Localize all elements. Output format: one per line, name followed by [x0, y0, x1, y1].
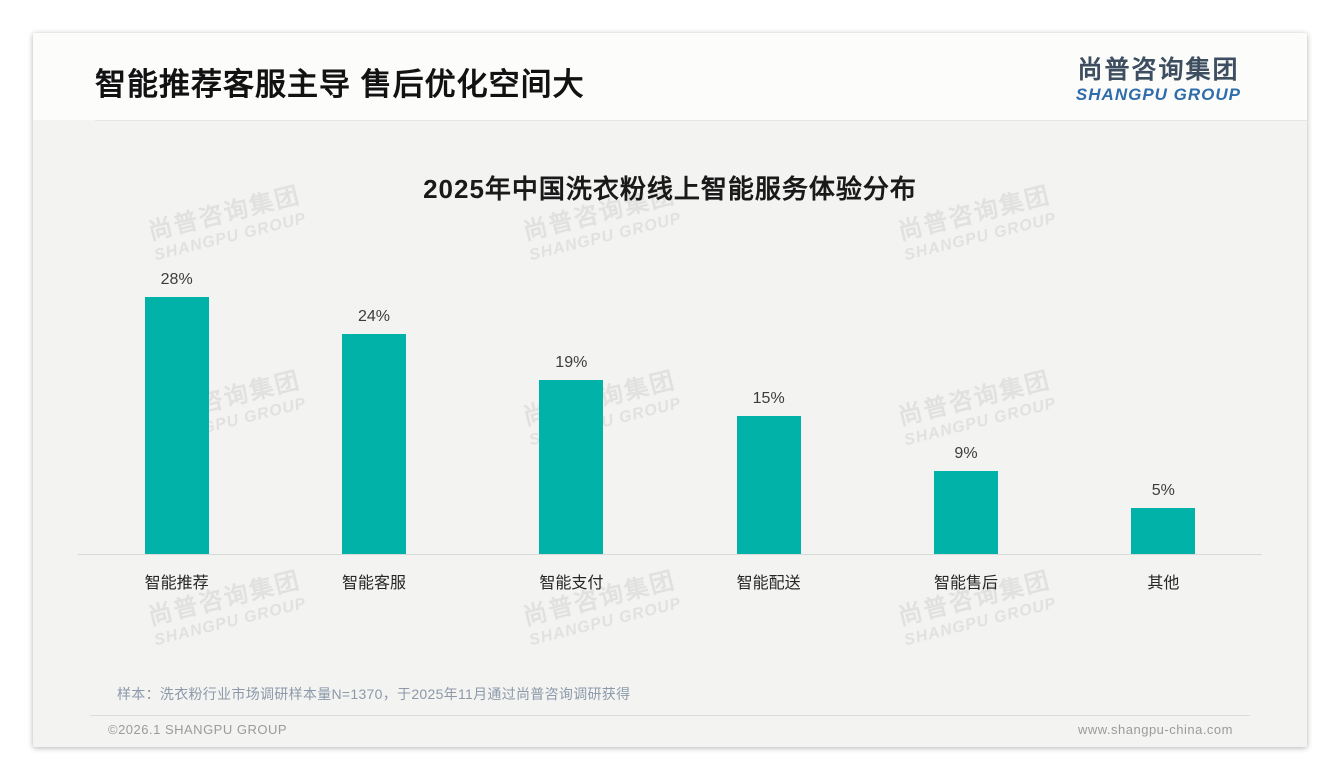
bar-group: 15% 智能配送	[670, 33, 867, 592]
watermark-english-text: SHANGPU GROUP	[527, 594, 684, 649]
bar-group: 24% 智能客服	[275, 33, 472, 592]
bar	[144, 297, 209, 554]
bar-chart: 28% 智能推荐 24% 智能客服 19% 智能支付 15% 智能配送 9% 智能售后 5% 其他	[78, 33, 1262, 592]
bar-group: 19% 智能支付	[473, 33, 670, 592]
bar-value-label: 28%	[160, 271, 193, 288]
sample-note: 样本：洗衣粉行业市场调研样本量N=1370，于2025年11月通过尚普咨询调研获…	[117, 686, 631, 702]
footer-website: www.shangpu-china.com	[1077, 722, 1233, 737]
x-axis-line	[78, 554, 1262, 555]
bar-category-label: 智能客服	[341, 575, 406, 592]
bar-category-label: 智能配送	[736, 575, 801, 592]
logo-chinese-text: 尚普咨询集团	[1077, 56, 1240, 84]
bar-category-label: 其他	[1147, 575, 1180, 592]
watermark-english-text: SHANGPU GROUP	[152, 594, 309, 649]
bar-value-label: 15%	[752, 390, 785, 407]
bar	[539, 380, 604, 554]
bar	[1131, 508, 1196, 554]
slide-canvas: 尚普咨询集团 SHANGPU GROUP 尚普咨询集团 SHANGPU GROUP 尚普…	[33, 33, 1307, 747]
header-divider	[95, 120, 1307, 121]
bar-value-label: 19%	[555, 354, 588, 371]
bar	[341, 334, 406, 554]
bar-category-label: 智能推荐	[144, 575, 209, 592]
bar-value-label: 9%	[954, 445, 978, 462]
bar	[736, 416, 801, 554]
bar-group: 9% 智能售后	[867, 33, 1064, 592]
company-logo: 尚普咨询集团 SHANGPU GROUP	[1075, 56, 1241, 105]
footer-copyright: ©2026.1 SHANGPU GROUP	[108, 722, 288, 737]
bar	[933, 471, 998, 554]
bar-group: 28% 智能推荐	[78, 33, 275, 592]
page-title: 智能推荐客服主导 售后优化空间大	[95, 67, 585, 102]
bar-value-label: 24%	[357, 308, 390, 325]
chart-title: 2025年中国洗衣粉线上智能服务体验分布	[423, 174, 917, 204]
footer-divider	[90, 715, 1250, 716]
bar-category-label: 智能支付	[539, 575, 604, 592]
bar-value-label: 5%	[1151, 482, 1175, 499]
logo-english-text: SHANGPU GROUP	[1075, 84, 1241, 104]
bar-category-label: 智能售后	[933, 575, 998, 592]
header-band	[33, 33, 1307, 120]
bar-group: 5% 其他	[1065, 33, 1262, 592]
watermark-english-text: SHANGPU GROUP	[902, 594, 1059, 649]
